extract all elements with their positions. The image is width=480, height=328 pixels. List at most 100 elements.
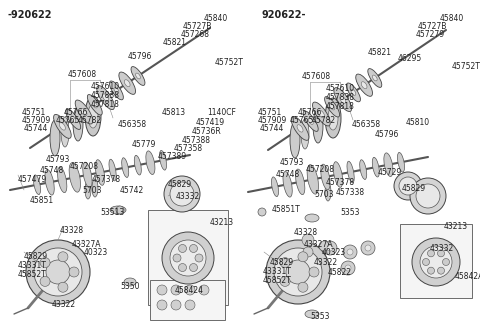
Ellipse shape: [159, 151, 167, 170]
Circle shape: [394, 172, 422, 200]
Ellipse shape: [372, 157, 379, 177]
Ellipse shape: [71, 116, 76, 122]
Circle shape: [361, 241, 375, 255]
Text: 45752T: 45752T: [452, 62, 480, 71]
Text: 5353: 5353: [340, 208, 360, 217]
Text: 45727B: 45727B: [183, 22, 212, 31]
Circle shape: [170, 182, 194, 206]
Text: 43332: 43332: [176, 192, 200, 201]
Circle shape: [422, 258, 430, 265]
Text: 5703: 5703: [82, 186, 101, 195]
Circle shape: [319, 241, 329, 251]
Text: 920622-: 920622-: [262, 10, 307, 20]
Circle shape: [116, 206, 124, 214]
Text: 45736R: 45736R: [192, 127, 222, 136]
Ellipse shape: [85, 96, 101, 136]
Circle shape: [170, 240, 206, 276]
Text: 5350: 5350: [120, 282, 140, 291]
Ellipse shape: [291, 116, 309, 140]
Circle shape: [327, 245, 333, 251]
Text: 45842A: 45842A: [455, 272, 480, 281]
Ellipse shape: [340, 96, 346, 103]
Ellipse shape: [368, 69, 382, 87]
Text: 457909: 457909: [258, 116, 287, 125]
Circle shape: [190, 263, 197, 272]
Ellipse shape: [305, 214, 319, 222]
Ellipse shape: [73, 107, 83, 141]
Circle shape: [171, 285, 181, 295]
Text: 45821: 45821: [163, 38, 187, 47]
Bar: [400, 224, 472, 298]
Circle shape: [179, 263, 187, 272]
Ellipse shape: [333, 162, 343, 187]
Text: 40323: 40323: [84, 248, 108, 257]
Circle shape: [412, 238, 460, 286]
Text: 45796: 45796: [375, 130, 399, 139]
Text: 43331T: 43331T: [18, 261, 47, 270]
Text: 457208: 457208: [306, 165, 335, 174]
Circle shape: [302, 234, 314, 246]
Circle shape: [179, 244, 187, 253]
Circle shape: [274, 248, 322, 296]
Ellipse shape: [131, 67, 145, 85]
Text: 5353: 5353: [310, 312, 329, 321]
Text: 45779: 45779: [132, 140, 156, 149]
Circle shape: [157, 300, 167, 310]
Circle shape: [309, 267, 319, 277]
Circle shape: [420, 246, 452, 278]
Text: 457608: 457608: [302, 72, 331, 81]
Text: 457358: 457358: [174, 144, 203, 153]
Text: 457838: 457838: [91, 91, 120, 100]
Ellipse shape: [60, 123, 65, 130]
Ellipse shape: [301, 119, 309, 149]
Ellipse shape: [83, 162, 92, 188]
Text: 457338: 457338: [336, 188, 365, 197]
Text: 457378: 457378: [326, 178, 355, 187]
Text: 45748: 45748: [276, 170, 300, 179]
Text: 43322: 43322: [52, 300, 76, 309]
Text: 46295: 46295: [398, 54, 422, 63]
Text: 45729: 45729: [378, 168, 402, 177]
Ellipse shape: [54, 114, 71, 138]
Text: 457279: 457279: [416, 30, 445, 39]
Ellipse shape: [347, 83, 360, 102]
Text: 45766: 45766: [64, 108, 88, 117]
Circle shape: [173, 254, 181, 262]
Ellipse shape: [124, 80, 130, 87]
Text: 45829: 45829: [402, 184, 426, 193]
Text: 45793: 45793: [280, 158, 304, 167]
Circle shape: [443, 258, 449, 265]
Text: 45829: 45829: [270, 258, 294, 267]
Circle shape: [195, 254, 203, 262]
Ellipse shape: [356, 74, 372, 96]
Text: 45829: 45829: [168, 180, 192, 189]
Circle shape: [410, 178, 446, 214]
Text: 457818: 457818: [326, 102, 355, 111]
Text: 45742: 45742: [120, 186, 144, 195]
Text: 457419: 457419: [196, 118, 225, 127]
Circle shape: [298, 282, 308, 292]
Bar: [150, 280, 225, 320]
Ellipse shape: [85, 181, 91, 199]
Text: 45752T: 45752T: [215, 58, 244, 67]
Circle shape: [437, 250, 444, 257]
Ellipse shape: [347, 161, 354, 183]
Text: 45829: 45829: [24, 252, 48, 261]
Text: 45852T: 45852T: [263, 276, 292, 285]
Text: 457208: 457208: [70, 162, 99, 171]
Circle shape: [162, 232, 214, 284]
Ellipse shape: [103, 94, 108, 101]
Circle shape: [365, 245, 371, 251]
Text: 45751: 45751: [22, 108, 46, 117]
Circle shape: [347, 249, 353, 255]
Ellipse shape: [45, 170, 54, 195]
Text: 43327A: 43327A: [304, 240, 334, 249]
Ellipse shape: [361, 82, 367, 89]
Text: 457610: 457610: [91, 82, 120, 91]
Circle shape: [46, 260, 70, 284]
Text: 43331T: 43331T: [263, 267, 292, 276]
Text: 456358: 456358: [352, 120, 381, 129]
Text: 457479: 457479: [18, 175, 47, 184]
Text: 45852T: 45852T: [18, 270, 47, 279]
Circle shape: [428, 250, 434, 257]
